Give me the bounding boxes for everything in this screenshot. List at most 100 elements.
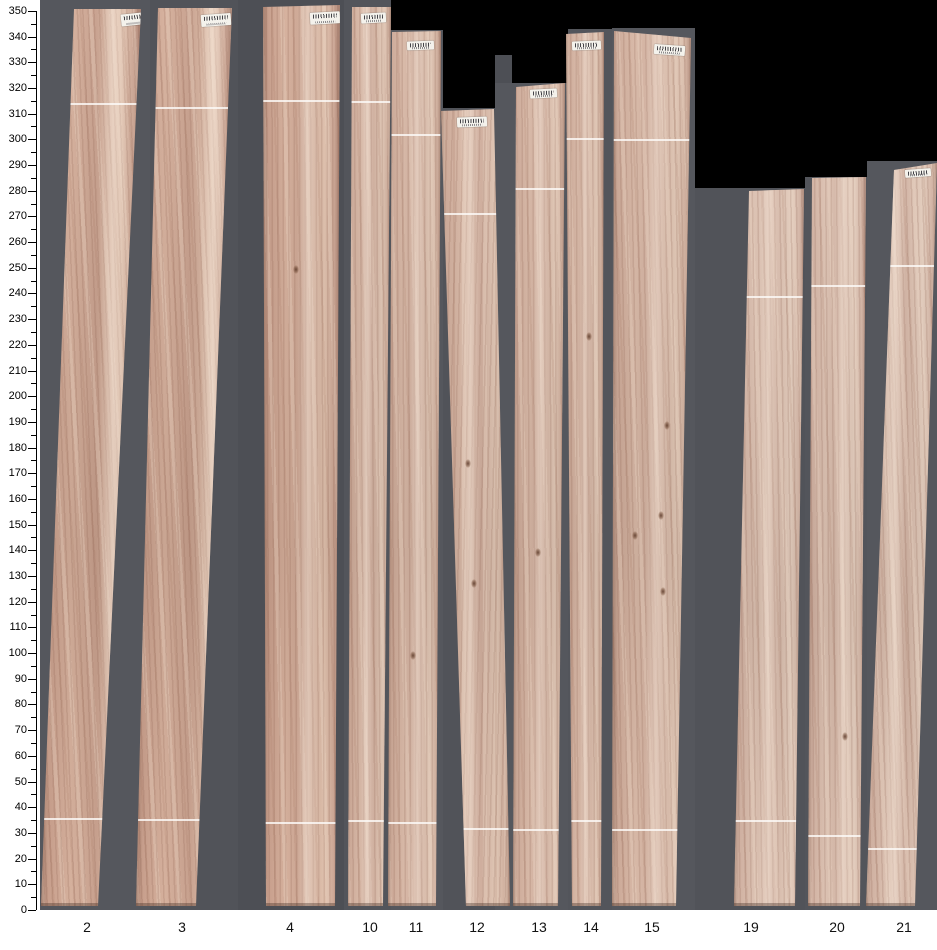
axis-major-tick — [28, 165, 36, 166]
board-number-label: 19 — [743, 919, 759, 935]
board-number-label: 12 — [469, 919, 485, 935]
axis-tick-label: 110 — [9, 621, 27, 633]
trim-mark-upper — [866, 265, 937, 267]
board-number-label: 3 — [178, 919, 186, 935]
axis-tick-label: 210 — [8, 365, 27, 377]
axis-tick-label: 190 — [8, 416, 27, 428]
axis-minor-tick — [31, 101, 36, 102]
axis-tick-label: 70 — [14, 724, 27, 736]
barcode-sticker — [406, 40, 435, 51]
axis-minor-tick — [31, 820, 36, 821]
axis-major-tick — [28, 730, 36, 731]
board-11 — [388, 31, 441, 906]
axis-tick-label: 290 — [8, 159, 27, 171]
axis-major-tick — [28, 242, 36, 243]
axis-minor-tick — [31, 332, 36, 333]
board-number-label: 15 — [644, 919, 660, 935]
axis-tick-label: 150 — [8, 519, 27, 531]
wood-knot — [465, 459, 471, 468]
axis-tick-label: 120 — [8, 596, 27, 608]
axis-major-tick — [28, 37, 36, 38]
axis-minor-tick — [31, 152, 36, 153]
board-number-label: 13 — [531, 919, 547, 935]
trim-mark-upper — [612, 139, 691, 141]
axis-major-tick — [28, 345, 36, 346]
axis-tick-label: 320 — [8, 82, 27, 94]
board-number-label: 21 — [896, 919, 912, 935]
axis-major-tick — [28, 782, 36, 783]
axis-major-tick — [28, 525, 36, 526]
axis-major-tick — [28, 191, 36, 192]
axis-major-tick — [28, 88, 36, 89]
axis-tick-label: 0 — [20, 904, 27, 916]
axis-major-tick — [28, 139, 36, 140]
axis-minor-tick — [31, 563, 36, 564]
axis-minor-tick — [31, 49, 36, 50]
axis-minor-tick — [31, 846, 36, 847]
trim-mark-upper — [263, 100, 340, 102]
axis-tick-label: 180 — [8, 442, 27, 454]
trim-mark-upper — [566, 138, 604, 140]
board-number-label: 10 — [362, 919, 378, 935]
axis-tick-label: 270 — [8, 210, 27, 222]
axis-tick-label: 200 — [8, 390, 27, 402]
axis-major-tick — [28, 216, 36, 217]
wood-knot — [471, 579, 477, 588]
axis-minor-tick — [31, 24, 36, 25]
axis-tick-label: 330 — [8, 56, 27, 68]
axis-major-tick — [28, 371, 36, 372]
axis-tick-label: 30 — [14, 827, 27, 839]
axis-major-tick — [28, 11, 36, 12]
trim-mark-upper — [734, 296, 804, 298]
axis-tick-label: 160 — [8, 493, 27, 505]
axis-tick-label: 40 — [14, 801, 27, 813]
axis-tick-label: 130 — [8, 570, 27, 582]
wood-knot — [658, 511, 664, 520]
axis-major-tick — [28, 679, 36, 680]
trim-mark-lower — [808, 835, 866, 837]
axis-tick-label: 50 — [14, 776, 27, 788]
axis-major-tick — [28, 859, 36, 860]
barcode-sticker — [904, 168, 932, 178]
trim-mark-upper — [808, 285, 866, 287]
trim-mark-lower — [566, 820, 604, 822]
axis-tick-label: 350 — [8, 5, 27, 17]
trim-mark-lower — [513, 829, 565, 831]
wood-knot — [535, 548, 541, 557]
trim-mark-lower — [388, 822, 441, 824]
board-14 — [566, 32, 604, 906]
axis-tick-label: 280 — [8, 185, 27, 197]
axis-tick-label: 100 — [8, 647, 27, 659]
axis-major-tick — [28, 422, 36, 423]
axis-minor-tick — [31, 435, 36, 436]
axis-tick-label: 140 — [8, 544, 27, 556]
axis-minor-tick — [31, 306, 36, 307]
wood-knot — [632, 531, 638, 540]
axis-tick-label: 10 — [14, 878, 27, 890]
wood-knot — [660, 587, 666, 596]
axis-minor-tick — [31, 666, 36, 667]
axis-major-tick — [28, 653, 36, 654]
axis-tick-label: 340 — [8, 31, 27, 43]
barcode-sticker — [653, 43, 686, 57]
axis-major-tick — [28, 756, 36, 757]
barcode-sticker — [200, 12, 232, 28]
trim-mark-upper — [441, 213, 510, 215]
axis-minor-tick — [31, 512, 36, 513]
footer-background — [0, 910, 937, 950]
trim-mark-lower — [136, 819, 232, 821]
axis-minor-tick — [31, 537, 36, 538]
axis-tick-label: 90 — [14, 673, 27, 685]
axis-major-tick — [28, 319, 36, 320]
trim-mark-lower — [866, 848, 937, 850]
axis-minor-tick — [31, 383, 36, 384]
axis-tick-label: 240 — [8, 287, 27, 299]
axis-tick-label: 310 — [8, 108, 27, 120]
axis-major-tick — [28, 627, 36, 628]
board-number-label: 11 — [408, 919, 424, 935]
barcode-sticker — [529, 88, 558, 99]
axis-minor-tick — [31, 409, 36, 410]
axis-tick-label: 60 — [14, 750, 27, 762]
trim-mark-upper — [41, 103, 141, 105]
